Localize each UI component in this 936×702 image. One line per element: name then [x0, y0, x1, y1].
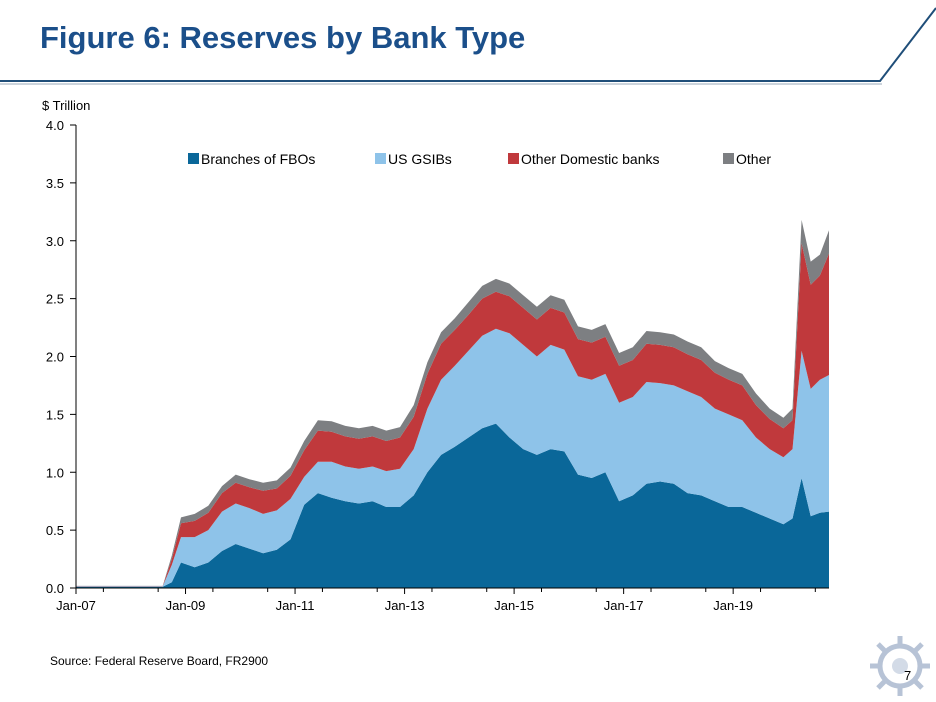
- header-rule: [0, 7, 936, 85]
- legend-fbo: Branches of FBOs: [188, 151, 315, 167]
- legend: Branches of FBOs US GSIBs Other Domestic b…: [188, 151, 771, 167]
- slide-title: Figure 6: Reserves by Bank Type: [40, 20, 526, 55]
- legend-other-domestic: Other Domestic banks: [508, 151, 660, 167]
- x-tick-label: Jan-07: [56, 598, 96, 613]
- axes: 0.0 0.5 1.0 1.5 2.0 2.5 3.0 3.5 4.0 Jan-07 Jan-09 J…: [46, 118, 829, 613]
- x-tick-label: Jan-13: [385, 598, 425, 613]
- x-tick-label: Jan-19: [713, 598, 753, 613]
- series-gsib-area: [76, 328, 829, 587]
- x-tick-label: Jan-17: [604, 598, 644, 613]
- legend-swatch: [723, 153, 734, 164]
- y-axis-label: $ Trillion: [42, 98, 90, 113]
- series-fbo-area: [76, 423, 829, 588]
- y-tick-label: 0.0: [46, 581, 64, 596]
- y-tick-label: 4.0: [46, 118, 64, 133]
- logo-icon: [870, 636, 930, 696]
- y-tick-label: 3.5: [46, 176, 64, 191]
- y-tick-label: 1.0: [46, 465, 64, 480]
- legend-label: Other Domestic banks: [521, 151, 660, 167]
- page-number: 7: [904, 668, 912, 683]
- legend-other: Other: [723, 151, 771, 167]
- x-tick-label: Jan-11: [276, 598, 315, 613]
- x-tick-label: Jan-15: [494, 598, 534, 613]
- legend-label: Other: [736, 151, 771, 167]
- legend-gsib: US GSIBs: [375, 151, 452, 167]
- legend-label: US GSIBs: [388, 151, 452, 167]
- y-tick-label: 3.0: [46, 234, 64, 249]
- legend-swatch: [508, 153, 519, 164]
- x-tick-label: Jan-09: [166, 598, 206, 613]
- legend-label: Branches of FBOs: [201, 151, 315, 167]
- series-other-domestic-area: [76, 243, 829, 587]
- source-note: Source: Federal Reserve Board, FR2900: [50, 654, 269, 668]
- y-tick-label: 2.5: [46, 292, 64, 307]
- y-tick-label: 1.5: [46, 407, 64, 422]
- legend-swatch: [188, 153, 199, 164]
- stacked-areas: [76, 219, 829, 588]
- reserves-chart: $ Trillion 0.0 0.5 1.0 1.5 2.0 2.5 3.0 3.5 4.0 Ja…: [42, 98, 829, 613]
- y-tick-label: 2.0: [46, 350, 64, 365]
- y-tick-label: 0.5: [46, 523, 64, 538]
- legend-swatch: [375, 153, 386, 164]
